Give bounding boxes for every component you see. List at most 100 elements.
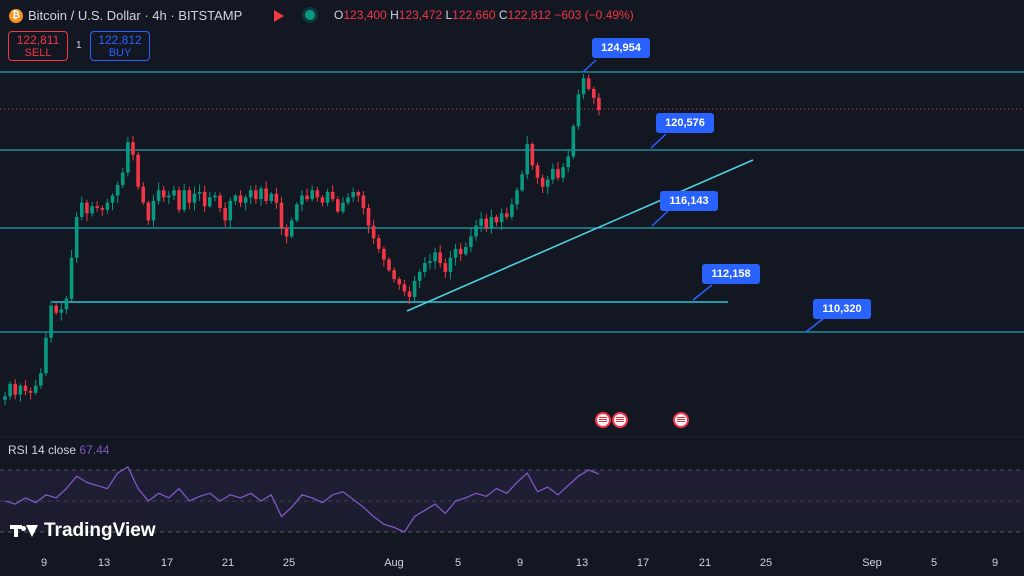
time-axis-label: 21 [221,557,235,569]
rsi-label[interactable]: RSI 14 close 67.44 [8,443,110,457]
economic-event-icon[interactable] [612,412,628,428]
time-axis-label: 5 [930,557,938,569]
price-callout-124954[interactable]: 124,954 [592,38,650,58]
candle [576,94,581,127]
candle [100,207,105,210]
candle [535,165,540,178]
candle [115,184,120,196]
candle [279,202,284,228]
candle [85,202,89,214]
candle [182,190,186,210]
candle [8,383,12,397]
price-callout-110320[interactable]: 110,320 [813,299,871,319]
candle [412,280,417,297]
candle [54,305,58,313]
candle [341,202,345,212]
candle [233,195,238,201]
market-status-icon [305,10,315,20]
candle [218,195,222,208]
candle [33,385,38,393]
candles [3,74,601,406]
candle [177,190,181,210]
trend-line[interactable] [406,159,754,312]
candle [320,197,325,203]
candle [192,193,197,203]
candle [407,291,412,297]
candle [540,177,545,187]
candle [402,284,407,292]
price-callout-116143[interactable]: 116,143 [660,191,718,211]
candle [23,385,28,391]
time-axis-label: 9 [40,557,48,569]
economic-event-icon[interactable] [595,412,611,428]
symbol-title[interactable]: Bitcoin / U.S. Dollar · 4h · BITSTAMP [28,8,243,23]
candle [469,236,473,248]
candle [208,197,212,207]
candle [223,207,227,221]
candle [146,202,151,221]
candle [305,195,309,200]
time-axis-label: 17 [636,557,650,569]
candle [136,154,140,187]
economic-event-icon[interactable] [673,412,689,428]
time-axis-label: 5 [454,557,462,569]
candle [499,213,504,223]
candle [336,199,340,212]
spread-value: 1 [76,40,82,51]
tradingview-logo: TradingView [10,520,156,542]
candle [202,191,207,207]
time-axis-label: 13 [97,557,111,569]
candle [371,225,376,239]
candle [530,144,535,166]
candle [484,218,489,228]
candle [110,195,115,203]
rsi-line [4,465,600,533]
candle [197,191,202,194]
candle [428,261,432,264]
candle [131,142,135,155]
candle [90,206,94,214]
candle [387,259,391,271]
candle [458,248,463,255]
candle [545,179,550,187]
candle [64,298,69,310]
candle [254,190,258,200]
price-callout-120576[interactable]: 120,576 [656,113,714,133]
candle [44,337,48,374]
time-axis-label: 25 [759,557,773,569]
ohlc-readout: O123,400 H123,472 L122,660 C122,812 −603… [334,8,634,22]
candle [80,202,84,217]
level-lines [0,71,1024,333]
flag-icon[interactable] [274,10,284,22]
time-axis-label: 25 [282,557,296,569]
candle [520,174,524,191]
candle [274,193,279,203]
candle [443,263,448,272]
candle [376,238,381,249]
candle [187,190,192,203]
time-axis-label: 21 [698,557,712,569]
candle [284,227,289,237]
buy-button[interactable]: 122,812 BUY [90,31,150,61]
candle [356,191,361,196]
candle [592,88,596,98]
tradingview-logo-icon [10,523,40,539]
candle [228,200,233,221]
candle [448,257,453,272]
candle [39,373,43,386]
candle [295,204,299,221]
candle [243,197,248,203]
price-callout-112158[interactable]: 112,158 [702,264,760,284]
candle [489,216,494,228]
candle [571,126,576,157]
time-axis-label: 9 [516,557,524,569]
candle [13,383,18,395]
candle [49,305,53,338]
candle [423,263,427,272]
candle [510,204,514,217]
candle [330,191,335,200]
candle [126,142,130,173]
time-axis-label: Aug [384,557,404,569]
sell-button[interactable]: 122,811 SELL [8,31,68,61]
